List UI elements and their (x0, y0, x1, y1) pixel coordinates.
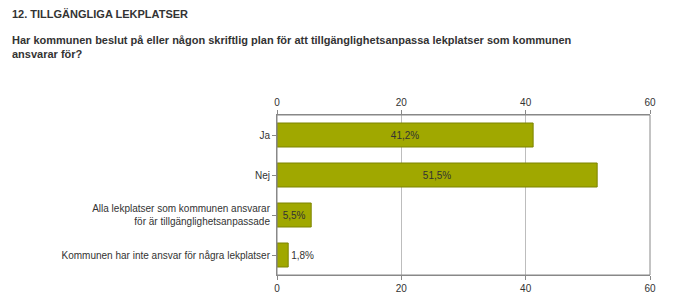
svg-text:Alla lekplatser som kommunen a: Alla lekplatser som kommunen ansvararför… (92, 203, 271, 227)
svg-text:Kommunen har inte ansvar för n: Kommunen har inte ansvar för några lekpl… (62, 250, 271, 261)
svg-text:1,8%: 1,8% (291, 250, 314, 261)
svg-text:40: 40 (520, 283, 532, 294)
svg-text:60: 60 (644, 283, 656, 294)
svg-text:Har kommunen beslut på eller n: Har kommunen beslut på eller någon skrif… (12, 34, 572, 60)
svg-text:51,5%: 51,5% (423, 170, 451, 181)
svg-text:41,2%: 41,2% (391, 130, 419, 141)
svg-text:5,5%: 5,5% (283, 210, 306, 221)
svg-text:60: 60 (644, 97, 656, 108)
svg-text:Ja: Ja (259, 130, 270, 141)
svg-text:40: 40 (520, 97, 532, 108)
svg-text:0: 0 (274, 97, 280, 108)
svg-text:0: 0 (274, 283, 280, 294)
svg-text:20: 20 (396, 97, 408, 108)
svg-text:20: 20 (396, 283, 408, 294)
svg-text:Nej: Nej (255, 170, 270, 181)
svg-text:12. TILLGÄNGLIGA LEKPLATSER: 12. TILLGÄNGLIGA LEKPLATSER (12, 8, 188, 20)
